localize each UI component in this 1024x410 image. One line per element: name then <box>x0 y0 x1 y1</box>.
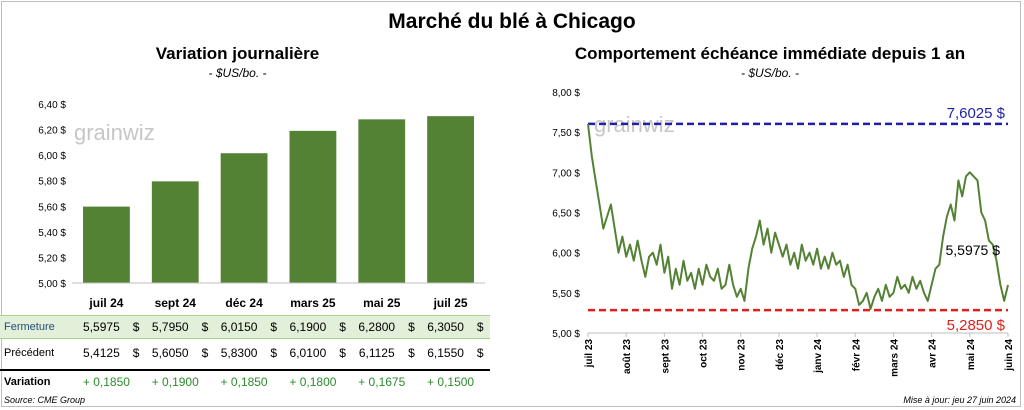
y-tick-label: 5,00 $ <box>38 279 66 290</box>
cell-number: + 0,1900 <box>151 375 199 389</box>
cell-number: + 0,1800 <box>289 375 337 389</box>
y-tick-label: 5,60 $ <box>38 202 66 213</box>
x-tick-label: juil 24 <box>88 296 123 310</box>
variation-value: + 0,1850 <box>209 371 279 393</box>
row-label-fermeture: Fermeture <box>4 321 55 333</box>
variation-value: + 0,1900 <box>140 371 210 393</box>
precedent-value: 5,6050 $ <box>140 342 210 364</box>
fermeture-value: 6,3050 $ <box>416 316 486 338</box>
currency-symbol: $ <box>408 320 415 334</box>
bar <box>289 130 337 283</box>
cell-number: 6,3050 <box>427 320 464 334</box>
bar <box>83 206 130 283</box>
bar <box>358 119 406 283</box>
source-note: Source: CME Group <box>4 395 86 405</box>
fermeture-value: 5,5975 $ <box>71 316 141 338</box>
cell-number: + 0,1675 <box>358 375 406 389</box>
currency-symbol: $ <box>201 346 209 360</box>
currency-symbol: $ <box>132 346 140 360</box>
cell-number: + 0,1850 <box>220 375 268 389</box>
cell-number: 5,7950 <box>151 320 189 334</box>
cell-number: + 0,1500 <box>427 375 475 389</box>
bar <box>220 153 268 283</box>
cell-number: 6,1125 <box>358 346 395 360</box>
y-tick-label: 5,80 $ <box>38 177 66 188</box>
update-note: Mise à jour: jeu 27 juin 2024 <box>903 395 1016 405</box>
table-row-fermeture: Fermeture 5,5975 $5,7950 $6,0150 $6,1900 $6,… <box>0 315 490 339</box>
cell-number: 6,1550 <box>427 346 464 360</box>
x-tick-label: mars 25 <box>290 296 336 310</box>
fermeture-value: 6,0150 $ <box>209 316 279 338</box>
table-row-precedent: Précédent 5,4125 $5,6050 $5,8300 $6,0100 $6,… <box>0 342 490 364</box>
left-chart-subtitle: - $US/bo. - <box>208 66 267 80</box>
x-tick-label: sept 24 <box>155 296 197 310</box>
row-label-precedent: Précédent <box>4 347 55 359</box>
currency-symbol: $ <box>339 320 346 334</box>
precedent-value: 5,8300 $ <box>209 342 279 364</box>
precedent-value: 6,1550 $ <box>416 342 486 364</box>
fermeture-value: 5,7950 $ <box>140 316 210 338</box>
currency-symbol: $ <box>270 320 278 334</box>
x-tick-label: déc 24 <box>225 296 263 310</box>
cell-number: 5,4125 <box>83 346 120 360</box>
cell-number: + 0,1850 <box>82 375 130 389</box>
currency-symbol: $ <box>132 320 140 334</box>
y-tick-label: 5,20 $ <box>38 253 66 264</box>
x-tick-label: juil 25 <box>433 296 468 310</box>
left-chart-title: Variation journalière <box>155 44 320 63</box>
y-tick-label: 6,00 $ <box>38 151 66 162</box>
table-row-variation: Variation + 0,1850 + 0,1900 + 0,1850 + 0,18… <box>0 369 490 393</box>
precedent-value: 5,4125 $ <box>71 342 141 364</box>
precedent-value: 6,1125 $ <box>347 342 417 364</box>
variation-value: + 0,1500 <box>416 371 486 393</box>
right-chart-title: Comportement échéance immédiate depuis 1… <box>574 44 966 63</box>
x-tick-label: mai 25 <box>363 296 401 310</box>
bar-chart: grainwiz 5,00 $ 5,20 $ 5,40 $ 5,60 $ 5,80 $ 6… <box>38 100 485 310</box>
currency-symbol: $ <box>339 346 346 360</box>
currency-symbol: $ <box>201 320 209 334</box>
right-chart-subtitle: - $US/bo. - <box>740 66 800 80</box>
cell-number: 6,2800 <box>358 320 396 334</box>
row-label-variation: Variation <box>4 376 51 388</box>
currency-symbol: $ <box>270 346 278 360</box>
watermark: grainwiz <box>74 120 155 145</box>
cell-number: 5,8300 <box>220 346 258 360</box>
fermeture-value: 6,1900 $ <box>278 316 348 338</box>
y-tick-label: 6,20 $ <box>38 126 66 137</box>
currency-symbol: $ <box>476 320 484 334</box>
y-tick-label: 6,40 $ <box>38 100 66 111</box>
cell-number: 5,5975 <box>83 320 120 334</box>
cell-number: 5,6050 <box>151 346 189 360</box>
variation-value: + 0,1800 <box>278 371 348 393</box>
variation-value: + 0,1675 <box>347 371 417 393</box>
currency-symbol: $ <box>476 346 484 360</box>
page-title: Marché du blé à Chicago <box>388 10 636 33</box>
bar <box>427 116 474 284</box>
y-tick-label: 5,40 $ <box>38 228 66 239</box>
fermeture-value: 6,2800 $ <box>347 316 417 338</box>
cell-number: 6,1900 <box>289 320 327 334</box>
currency-symbol: $ <box>408 346 415 360</box>
variation-value: + 0,1850 <box>71 371 141 393</box>
cell-number: 6,0100 <box>289 346 327 360</box>
bar <box>151 181 199 283</box>
cell-number: 6,0150 <box>220 320 258 334</box>
precedent-value: 6,0100 $ <box>278 342 348 364</box>
